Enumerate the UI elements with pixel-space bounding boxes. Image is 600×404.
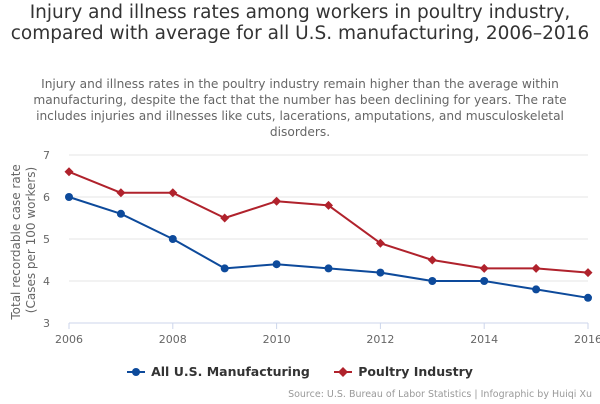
legend-marker-circle [127, 367, 146, 376]
data-point-poultry-industry-2011[interactable] [324, 200, 333, 210]
legend: All U.S. Manufacturing Poultry Industry [0, 364, 600, 380]
x-tick-label-2016: 2016 [574, 333, 600, 346]
y-tick-label-6: 6 [43, 191, 50, 204]
series-line-poultry-industry [68, 170, 589, 274]
x-tick-label-2014: 2014 [470, 333, 498, 346]
x-tick-label-2008: 2008 [159, 333, 187, 346]
data-point-poultry-industry-2007[interactable] [116, 188, 126, 198]
chart-subtitle: Injury and illness rates in the poultry … [33, 77, 567, 139]
source-credits[interactable]: Source: U.S. Bureau of Labor Statistics … [288, 389, 592, 400]
data-point-all-u-s-manufacturing-2009[interactable] [220, 264, 229, 273]
data-point-poultry-industry-2015[interactable] [531, 263, 541, 273]
series-group [64, 167, 593, 302]
legend-marker-diamond [334, 366, 353, 377]
data-point-all-u-s-manufacturing-2006[interactable] [65, 193, 73, 201]
legend-item-poultry-industry[interactable]: Poultry Industry [334, 364, 473, 379]
data-point-all-u-s-manufacturing-2007[interactable] [116, 209, 125, 218]
legend-label-all-us-manufacturing: All U.S. Manufacturing [151, 364, 310, 379]
x-tick-label-2006: 2006 [55, 333, 83, 346]
y-axis-label-line-2: (Cases per 100 workers) [24, 167, 38, 313]
legend-label-poultry-industry: Poultry Industry [358, 364, 473, 379]
series-line-all-u-s-manufacturing [68, 196, 589, 299]
y-tick-labels: 3 4 5 6 7 [43, 149, 50, 330]
data-point-poultry-industry-2009[interactable] [220, 213, 230, 223]
y-tick-label-3: 3 [43, 317, 50, 330]
data-point-poultry-industry-2016[interactable] [583, 268, 593, 278]
data-point-poultry-industry-2006[interactable] [64, 167, 74, 177]
data-point-poultry-industry-2013[interactable] [427, 255, 437, 265]
data-point-all-u-s-manufacturing-2012[interactable] [376, 268, 385, 277]
y-tick-label-4: 4 [43, 275, 50, 288]
y-tick-label-5: 5 [43, 233, 50, 246]
data-point-poultry-industry-2014[interactable] [479, 263, 489, 273]
data-point-all-u-s-manufacturing-2011[interactable] [324, 264, 333, 273]
data-point-poultry-industry-2008[interactable] [168, 188, 178, 198]
x-axis: 2006 2008 2010 2012 2014 2016 [55, 322, 600, 346]
x-tick-label-2010: 2010 [263, 333, 291, 346]
y-tick-label-7: 7 [43, 149, 50, 162]
x-tick-label-2012: 2012 [366, 333, 394, 346]
data-point-all-u-s-manufacturing-2016[interactable] [584, 293, 592, 302]
data-point-all-u-s-manufacturing-2008[interactable] [168, 235, 177, 243]
data-point-poultry-industry-2010[interactable] [272, 196, 282, 206]
data-point-all-u-s-manufacturing-2010[interactable] [272, 260, 281, 269]
data-point-all-u-s-manufacturing-2014[interactable] [480, 277, 489, 285]
y-axis-label: Total recordable case rate (Cases per 10… [9, 160, 38, 320]
data-point-all-u-s-manufacturing-2015[interactable] [532, 285, 541, 294]
y-axis-label-line-1: Total recordable case rate [9, 164, 23, 320]
chart-title: Injury and illness rates among workers i… [10, 2, 590, 44]
legend-item-all-us-manufacturing[interactable]: All U.S. Manufacturing [127, 364, 310, 379]
grid-lines [69, 154, 588, 282]
data-point-poultry-industry-2012[interactable] [375, 238, 385, 248]
data-point-all-u-s-manufacturing-2013[interactable] [428, 277, 437, 285]
